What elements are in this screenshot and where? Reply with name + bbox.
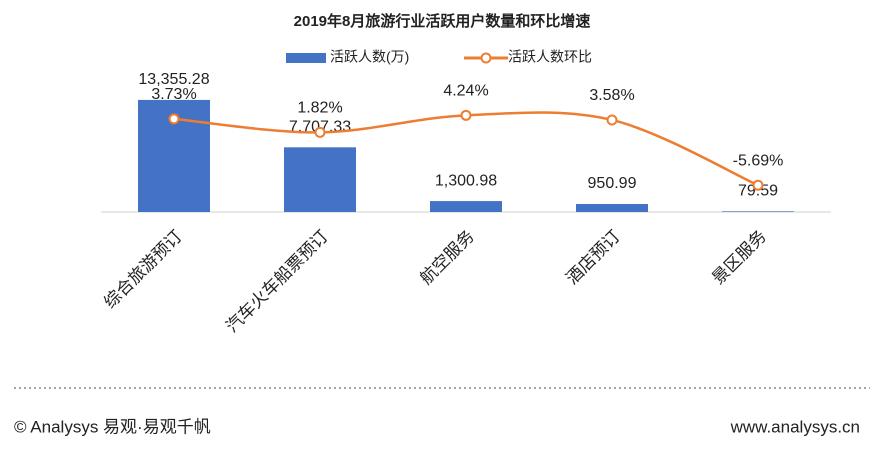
bar [722, 211, 794, 212]
line-marker [168, 113, 180, 125]
line-marker [460, 109, 472, 121]
line-label: 1.82% [297, 100, 342, 117]
footer-right: www.analysys.cn [730, 417, 860, 436]
bar-label: 13,355.28 [138, 71, 209, 88]
bar-label: 79.59 [738, 183, 778, 200]
bar [576, 204, 648, 212]
x-tick-label: 航空服务 [416, 227, 478, 289]
legend-label: 活跃人数环比 [508, 49, 592, 65]
line-label: -5.69% [733, 152, 784, 169]
line-marker [606, 114, 618, 126]
legend-label: 活跃人数(万) [330, 49, 409, 65]
legend-swatch [480, 52, 492, 64]
line-marker [314, 126, 326, 138]
bar-label: 950.99 [588, 175, 637, 192]
footer-left: © Analysys 易观·易观千帆 [14, 417, 211, 436]
line-label: 3.73% [151, 86, 196, 103]
bar-label: 1,300.98 [435, 172, 497, 189]
bar [430, 201, 502, 212]
legend-swatch [286, 53, 326, 63]
chart-title: 2019年8月旅游行业活跃用户数量和环比增速 [294, 12, 591, 30]
bar [284, 147, 356, 212]
line-label: 3.58% [589, 87, 634, 104]
line-marker [752, 179, 764, 191]
x-tick-label: 综合旅游预订 [100, 227, 186, 313]
line-label: 4.24% [443, 83, 488, 100]
x-tick-label: 景区服务 [708, 227, 770, 289]
x-tick-label: 酒店预订 [562, 227, 624, 289]
x-tick-label: 汽车火车船票预订 [222, 227, 332, 337]
